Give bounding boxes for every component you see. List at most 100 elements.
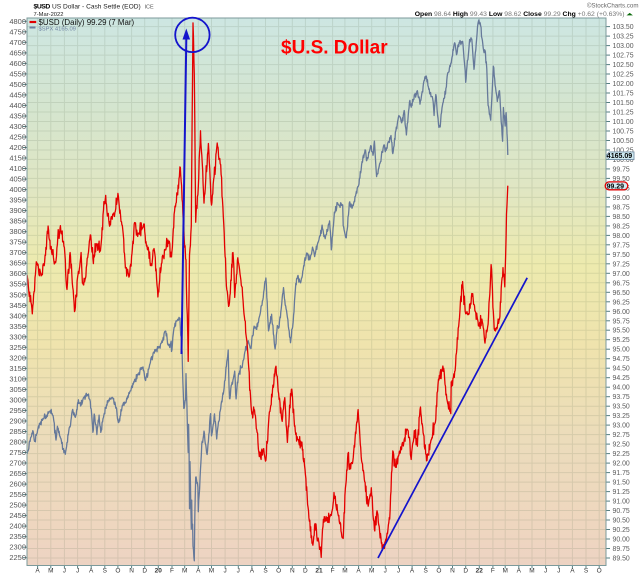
svg-text:98.50: 98.50 — [613, 214, 630, 221]
svg-text:4700: 4700 — [9, 38, 26, 47]
svg-text:F: F — [331, 568, 335, 575]
svg-text:N: N — [290, 568, 295, 575]
svg-text:93.25: 93.25 — [613, 413, 630, 420]
svg-text:3800: 3800 — [9, 227, 26, 236]
svg-text:98.00: 98.00 — [613, 233, 630, 240]
svg-text:100.00: 100.00 — [613, 157, 634, 164]
svg-text:94.00: 94.00 — [613, 385, 630, 392]
svg-text:$USD (Daily) 99.29 (7 Mar): $USD (Daily) 99.29 (7 Mar) — [39, 18, 135, 27]
svg-text:M: M — [529, 568, 534, 575]
svg-text:2400: 2400 — [9, 522, 26, 531]
svg-text:3400: 3400 — [9, 311, 26, 320]
svg-text:3600: 3600 — [9, 269, 26, 278]
svg-text:4050: 4050 — [9, 175, 26, 184]
svg-text:US Dollar - Cash Settle (EOD): US Dollar - Cash Settle (EOD) — [52, 4, 141, 11]
svg-text:99.50: 99.50 — [613, 176, 630, 183]
svg-text:95.25: 95.25 — [613, 337, 630, 344]
svg-text:S: S — [263, 568, 268, 575]
svg-text:A: A — [196, 568, 201, 575]
svg-text:2700: 2700 — [9, 459, 26, 468]
svg-text:3700: 3700 — [9, 248, 26, 257]
svg-text:95.75: 95.75 — [613, 318, 630, 325]
svg-text:90.00: 90.00 — [613, 537, 630, 544]
svg-text:90.75: 90.75 — [613, 508, 630, 515]
svg-text:92.50: 92.50 — [613, 442, 630, 449]
svg-text:97.50: 97.50 — [613, 252, 630, 259]
svg-text:$U.S. Dollar: $U.S. Dollar — [281, 38, 388, 59]
svg-text:O: O — [597, 568, 602, 575]
svg-text:101.00: 101.00 — [613, 119, 634, 126]
svg-text:90.25: 90.25 — [613, 527, 630, 534]
svg-text:89.75: 89.75 — [613, 546, 630, 553]
svg-text:2950: 2950 — [9, 406, 26, 415]
svg-text:J: J — [63, 568, 66, 575]
svg-text:92.25: 92.25 — [613, 451, 630, 458]
svg-text:4165.09: 4165.09 — [607, 153, 632, 160]
svg-text:3000: 3000 — [9, 395, 26, 404]
svg-text:4150: 4150 — [9, 154, 26, 163]
svg-text:3200: 3200 — [9, 353, 26, 362]
svg-text:3650: 3650 — [9, 259, 26, 268]
svg-text:3050: 3050 — [9, 385, 26, 394]
svg-text:94.75: 94.75 — [613, 356, 630, 363]
svg-text:4750: 4750 — [9, 27, 26, 36]
svg-text:4300: 4300 — [9, 122, 26, 131]
svg-text:2350: 2350 — [9, 532, 26, 541]
svg-text:3300: 3300 — [9, 332, 26, 341]
svg-text:J: J — [544, 568, 547, 575]
svg-text:4100: 4100 — [9, 164, 26, 173]
svg-text:S: S — [424, 568, 429, 575]
svg-text:92.75: 92.75 — [613, 432, 630, 439]
svg-text:2550: 2550 — [9, 490, 26, 499]
svg-text:A: A — [517, 568, 522, 575]
svg-text:100.75: 100.75 — [613, 129, 634, 136]
svg-text:103.25: 103.25 — [613, 34, 634, 41]
svg-text:A: A — [570, 568, 575, 575]
svg-text:4450: 4450 — [9, 90, 26, 99]
svg-text:100.25: 100.25 — [613, 148, 634, 155]
svg-text:91.25: 91.25 — [613, 489, 630, 496]
svg-text:2250: 2250 — [9, 553, 26, 562]
svg-text:O: O — [436, 568, 441, 575]
svg-text:F: F — [170, 568, 174, 575]
svg-text:N: N — [450, 568, 455, 575]
svg-text:102.50: 102.50 — [613, 62, 634, 69]
svg-text:M: M — [48, 568, 53, 575]
svg-text:96.75: 96.75 — [613, 280, 630, 287]
svg-text:F: F — [491, 568, 495, 575]
svg-text:A: A — [250, 568, 255, 575]
svg-text:4550: 4550 — [9, 69, 26, 78]
svg-text:M: M — [182, 568, 187, 575]
svg-text:93.75: 93.75 — [613, 394, 630, 401]
svg-text:2850: 2850 — [9, 427, 26, 436]
svg-text:M: M — [209, 568, 214, 575]
svg-text:3100: 3100 — [9, 374, 26, 383]
svg-text:N: N — [129, 568, 134, 575]
svg-text:A: A — [356, 568, 361, 575]
svg-text:4400: 4400 — [9, 101, 26, 110]
svg-text:4800: 4800 — [9, 17, 26, 26]
svg-text:2300: 2300 — [9, 543, 26, 552]
svg-text:4650: 4650 — [9, 48, 26, 57]
svg-text:3950: 3950 — [9, 196, 26, 205]
svg-text:2750: 2750 — [9, 448, 26, 457]
svg-text:102.75: 102.75 — [613, 53, 634, 60]
svg-text:J: J — [557, 568, 560, 575]
svg-text:ICE: ICE — [145, 5, 155, 11]
svg-text:3550: 3550 — [9, 280, 26, 289]
svg-text:3500: 3500 — [9, 290, 26, 299]
svg-text:93.00: 93.00 — [613, 423, 630, 430]
svg-text:$USD: $USD — [34, 4, 51, 11]
svg-text:90.50: 90.50 — [613, 518, 630, 525]
svg-text:3850: 3850 — [9, 217, 26, 226]
svg-text:2600: 2600 — [9, 480, 26, 489]
svg-text:2450: 2450 — [9, 511, 26, 520]
svg-text:99.00: 99.00 — [613, 195, 630, 202]
svg-text:3900: 3900 — [9, 206, 26, 215]
svg-text:22: 22 — [476, 568, 484, 575]
svg-text:©StockCharts.com: ©StockCharts.com — [587, 3, 639, 10]
svg-text:97.00: 97.00 — [613, 271, 630, 278]
svg-text:102.00: 102.00 — [613, 81, 634, 88]
svg-text:O: O — [276, 568, 281, 575]
svg-text:91.75: 91.75 — [613, 470, 630, 477]
